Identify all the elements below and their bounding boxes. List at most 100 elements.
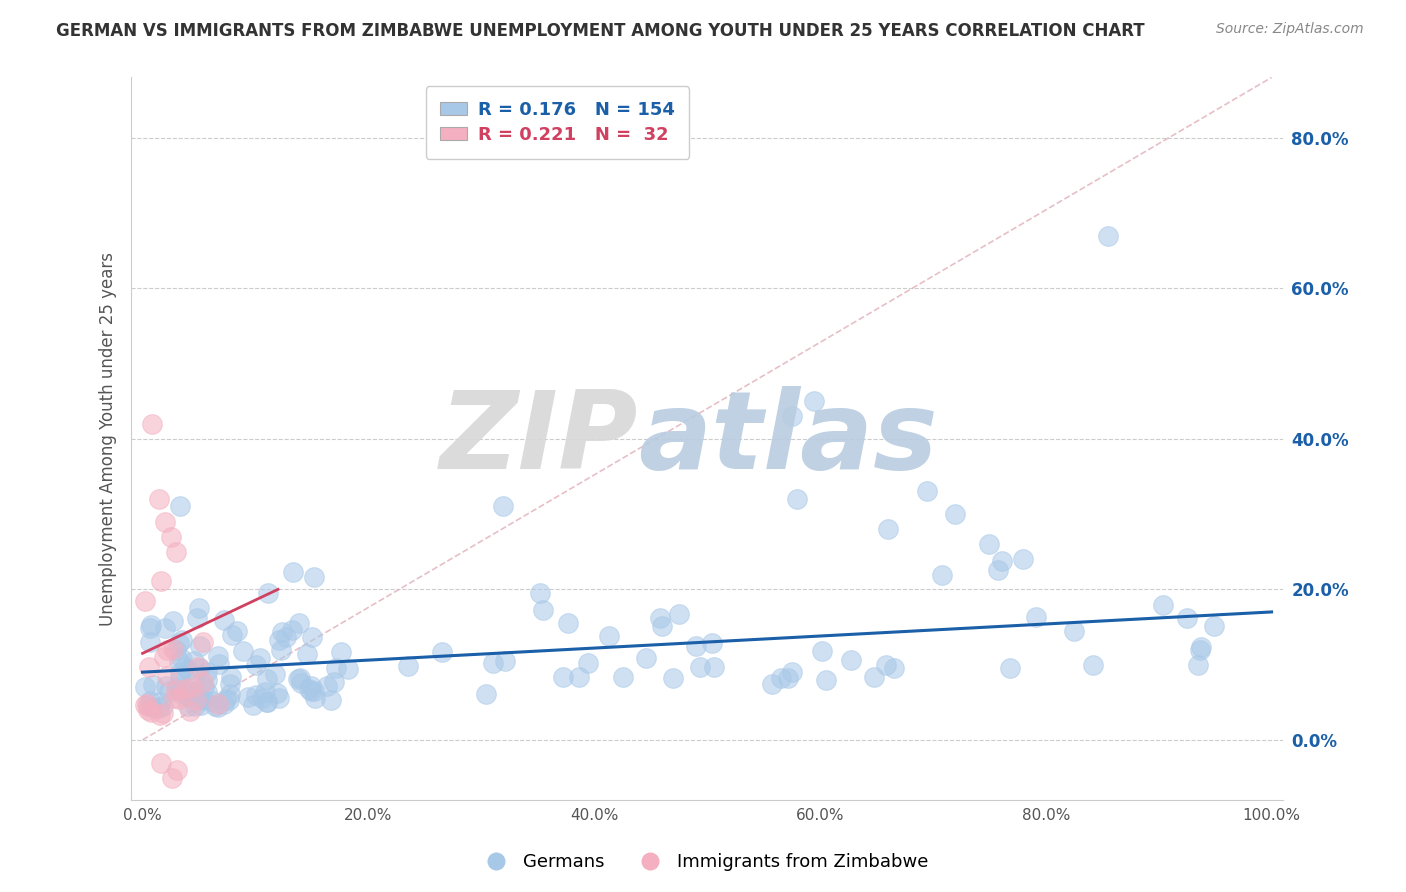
Point: [430, 645, 453, 659]
Legend: Germans, Immigrants from Zimbabwe: Germans, Immigrants from Zimbabwe: [471, 847, 935, 879]
Point: [207, 648, 229, 663]
Point: [267, 632, 290, 647]
Point: [301, 630, 323, 644]
Point: [169, 500, 191, 514]
Point: [915, 484, 938, 499]
Point: [685, 640, 707, 654]
Point: [193, 680, 215, 694]
Point: [568, 671, 591, 685]
Point: [863, 670, 886, 684]
Point: [197, 673, 219, 688]
Point: [266, 686, 288, 700]
Point: [208, 657, 231, 671]
Point: [134, 594, 156, 608]
Point: [181, 680, 204, 694]
Point: [276, 631, 298, 645]
Point: [337, 662, 360, 676]
Point: [1012, 552, 1035, 566]
Point: [173, 659, 195, 673]
Point: [165, 643, 187, 657]
Point: [226, 624, 249, 638]
Point: [160, 771, 183, 785]
Point: [271, 624, 294, 639]
Point: [191, 635, 214, 649]
Point: [786, 491, 808, 506]
Point: [254, 685, 277, 699]
Point: [703, 659, 725, 673]
Point: [207, 699, 229, 714]
Point: [155, 622, 177, 636]
Point: [329, 645, 352, 659]
Point: [139, 634, 162, 648]
Point: [141, 699, 163, 714]
Point: [281, 565, 304, 579]
Point: [167, 692, 190, 706]
Point: [778, 671, 800, 685]
Point: [876, 522, 898, 536]
Point: [668, 607, 690, 621]
Point: [257, 586, 280, 600]
Point: [551, 670, 574, 684]
Point: [214, 692, 236, 706]
Point: [322, 675, 344, 690]
Point: [780, 409, 803, 424]
Point: [153, 515, 176, 529]
Point: [1188, 643, 1211, 657]
Point: [165, 545, 187, 559]
Point: [245, 688, 267, 702]
Point: [166, 680, 188, 694]
Point: [232, 644, 254, 658]
Point: [136, 703, 159, 717]
Point: [256, 695, 278, 709]
Point: [236, 690, 259, 705]
Point: [315, 679, 337, 693]
Point: [148, 491, 170, 506]
Point: [169, 686, 191, 700]
Point: [152, 706, 174, 720]
Point: [987, 563, 1010, 577]
Point: [931, 568, 953, 582]
Point: [1202, 619, 1225, 633]
Point: [494, 654, 516, 668]
Point: [299, 684, 322, 698]
Point: [492, 499, 515, 513]
Point: [150, 574, 173, 588]
Point: [155, 679, 177, 693]
Point: [1063, 624, 1085, 639]
Point: [979, 537, 1001, 551]
Point: [190, 698, 212, 712]
Point: [195, 665, 218, 679]
Point: [201, 693, 224, 707]
Point: [136, 698, 159, 713]
Point: [650, 611, 672, 625]
Point: [281, 623, 304, 637]
Point: [162, 642, 184, 657]
Point: [811, 644, 834, 658]
Point: [193, 693, 215, 707]
Point: [598, 630, 620, 644]
Point: [250, 690, 273, 705]
Point: [256, 673, 278, 687]
Point: [169, 671, 191, 685]
Point: [302, 684, 325, 698]
Point: [188, 601, 211, 615]
Point: [256, 695, 278, 709]
Point: [139, 617, 162, 632]
Point: [219, 677, 242, 691]
Point: [183, 698, 205, 713]
Point: [184, 693, 207, 707]
Point: [325, 660, 347, 674]
Point: [529, 586, 551, 600]
Point: [803, 394, 825, 409]
Point: [1097, 228, 1119, 243]
Point: [166, 763, 188, 777]
Point: [180, 677, 202, 691]
Point: [651, 619, 673, 633]
Point: [141, 417, 163, 431]
Point: [557, 616, 579, 631]
Point: [172, 632, 194, 647]
Point: [287, 672, 309, 686]
Point: [157, 683, 180, 698]
Text: GERMAN VS IMMIGRANTS FROM ZIMBABWE UNEMPLOYMENT AMONG YOUTH UNDER 25 YEARS CORRE: GERMAN VS IMMIGRANTS FROM ZIMBABWE UNEMP…: [56, 22, 1144, 40]
Point: [169, 666, 191, 681]
